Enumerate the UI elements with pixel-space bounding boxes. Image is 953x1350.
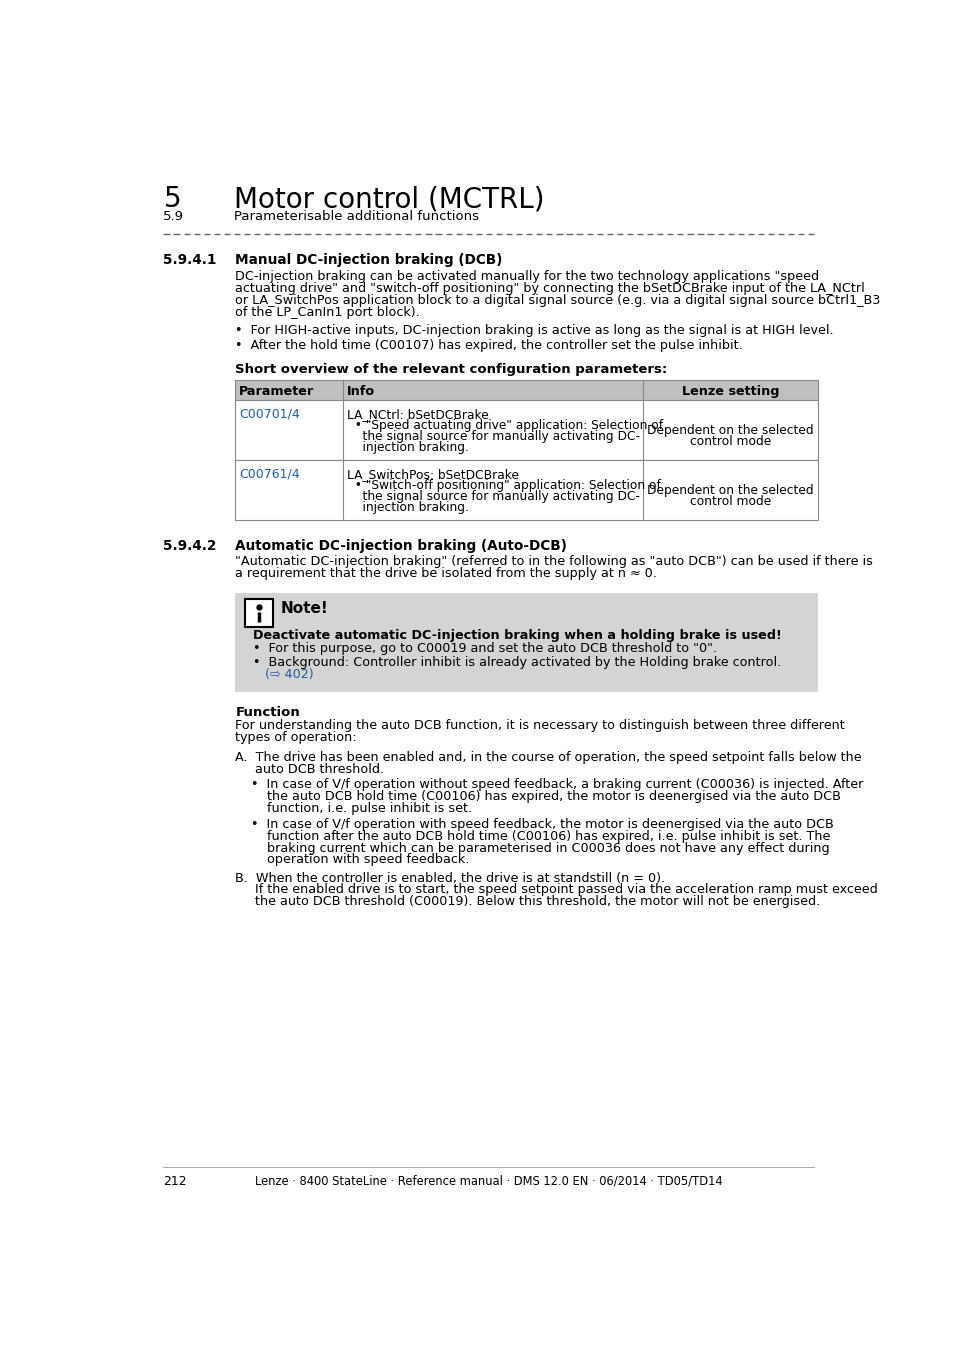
Text: Note!: Note! [280,601,328,616]
Text: Parameterisable additional functions: Parameterisable additional functions [233,209,478,223]
Text: function after the auto DCB hold time (C00106) has expired, i.e. pulse inhibit i: function after the auto DCB hold time (C… [251,830,829,842]
Text: braking current which can be parameterised in C00036 does not have any effect du: braking current which can be parameteris… [251,841,829,855]
Text: Lenze · 8400 StateLine · Reference manual · DMS 12.0 EN · 06/2014 · TD05/TD14: Lenze · 8400 StateLine · Reference manua… [254,1174,722,1188]
Text: injection braking.: injection braking. [347,441,469,454]
Text: of the LP_CanIn1 port block).: of the LP_CanIn1 port block). [235,305,420,319]
Text: DC-injection braking can be activated manually for the two technology applicatio: DC-injection braking can be activated ma… [235,270,819,282]
Text: Dependent on the selected: Dependent on the selected [647,424,813,437]
Text: Info: Info [347,385,375,398]
Text: actuating drive" and "switch-off positioning" by connecting the bSetDCBrake inpu: actuating drive" and "switch-off positio… [235,282,864,294]
FancyBboxPatch shape [235,379,818,400]
Text: Dependent on the selected: Dependent on the selected [647,483,813,497]
Text: (⇨ 402): (⇨ 402) [253,668,313,680]
Text: function, i.e. pulse inhibit is set.: function, i.e. pulse inhibit is set. [251,802,472,815]
Text: Function: Function [235,706,300,718]
Text: • "Speed actuating drive" application: Selection of: • "Speed actuating drive" application: S… [347,418,662,432]
Text: 5: 5 [163,185,181,213]
Text: 212: 212 [163,1174,187,1188]
Text: 5.9: 5.9 [163,209,184,223]
FancyBboxPatch shape [235,400,818,460]
Text: For understanding the auto DCB function, it is necessary to distinguish between : For understanding the auto DCB function,… [235,720,844,733]
Text: Motor control (MCTRL): Motor control (MCTRL) [233,185,544,213]
Text: •  In case of V/f operation without speed feedback, a braking current (C00036) i: • In case of V/f operation without speed… [251,778,862,791]
Text: •  For this purpose, go to C00019 and set the auto DCB threshold to "0".: • For this purpose, go to C00019 and set… [253,643,716,656]
Text: •  For HIGH-active inputs, DC-injection braking is active as long as the signal : • For HIGH-active inputs, DC-injection b… [235,324,833,336]
Text: Manual DC-injection braking (DCB): Manual DC-injection braking (DCB) [235,252,502,267]
Text: •  Background: Controller inhibit is already activated by the Holding brake cont: • Background: Controller inhibit is alre… [253,656,780,670]
Text: control mode: control mode [689,495,771,508]
Text: LA_NCtrl: bSetDCBrake: LA_NCtrl: bSetDCBrake [347,408,488,421]
Text: the signal source for manually activating DC-: the signal source for manually activatin… [347,490,639,504]
Text: types of operation:: types of operation: [235,732,356,744]
Text: "Automatic DC-injection braking" (referred to in the following as "auto DCB") ca: "Automatic DC-injection braking" (referr… [235,555,872,568]
Text: A.  The drive has been enabled and, in the course of operation, the speed setpoi: A. The drive has been enabled and, in th… [235,751,862,764]
Text: control mode: control mode [689,435,771,448]
Text: Automatic DC-injection braking (Auto-DCB): Automatic DC-injection braking (Auto-DCB… [235,539,567,552]
FancyBboxPatch shape [245,599,273,628]
Text: a requirement that the drive be isolated from the supply at n ≈ 0.: a requirement that the drive be isolated… [235,567,657,580]
Text: LA_SwitchPos: bSetDCBrake: LA_SwitchPos: bSetDCBrake [347,467,518,481]
Text: the auto DCB hold time (C00106) has expired, the motor is deenergised via the au: the auto DCB hold time (C00106) has expi… [251,790,840,803]
Text: C00761/4: C00761/4 [239,467,299,481]
Text: •  After the hold time (C00107) has expired, the controller set the pulse inhibi: • After the hold time (C00107) has expir… [235,339,742,352]
FancyBboxPatch shape [235,460,818,520]
Text: injection braking.: injection braking. [347,501,469,514]
Text: •  In case of V/f operation with speed feedback, the motor is deenergised via th: • In case of V/f operation with speed fe… [251,818,833,830]
Text: or LA_SwitchPos application block to a digital signal source (e.g. via a digital: or LA_SwitchPos application block to a d… [235,294,880,306]
Text: C00701/4: C00701/4 [239,408,300,421]
Text: • "Switch-off positioning" application: Selection of: • "Switch-off positioning" application: … [347,479,660,491]
Text: B.  When the controller is enabled, the drive is at standstill (n = 0).: B. When the controller is enabled, the d… [235,872,665,884]
Text: Parameter: Parameter [239,385,314,398]
Text: the auto DCB threshold (C00019). Below this threshold, the motor will not be ene: the auto DCB threshold (C00019). Below t… [235,895,820,909]
Text: 5.9.4.1: 5.9.4.1 [163,252,216,267]
Text: Deactivate automatic DC-injection braking when a holding brake is used!: Deactivate automatic DC-injection brakin… [253,629,781,641]
Text: If the enabled drive is to start, the speed setpoint passed via the acceleration: If the enabled drive is to start, the sp… [235,883,878,896]
Text: Short overview of the relevant configuration parameters:: Short overview of the relevant configura… [235,363,667,375]
Text: 5.9.4.2: 5.9.4.2 [163,539,216,552]
Text: Lenze setting: Lenze setting [681,385,779,398]
Text: auto DCB threshold.: auto DCB threshold. [235,763,384,776]
FancyBboxPatch shape [235,593,818,691]
Text: the signal source for manually activating DC-: the signal source for manually activatin… [347,429,639,443]
Text: operation with speed feedback.: operation with speed feedback. [251,853,469,867]
